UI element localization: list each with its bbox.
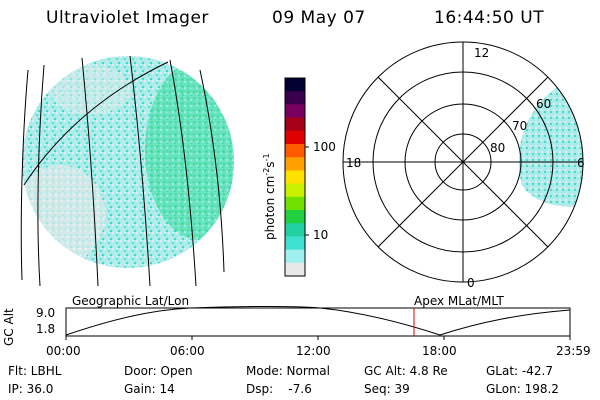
mlt-label-0: 0 <box>467 276 475 290</box>
ip-info: IP: 36.0 <box>8 382 54 396</box>
gain-info: Gain: 14 <box>124 382 175 396</box>
instrument-title: Ultraviolet Imager <box>46 8 209 28</box>
colorbar-segment <box>285 196 305 211</box>
x-tick-1800: 18:00 <box>422 344 457 358</box>
y-tick-9: 9.0 <box>36 306 56 320</box>
colorbar-segment <box>285 157 305 171</box>
date-label: 09 May 07 <box>272 8 366 28</box>
y-tick-1-8: 1.8 <box>36 322 56 336</box>
x-tick-2359: 23:59 <box>556 344 591 358</box>
time-label: 16:44:50 UT <box>434 8 545 28</box>
mlt-label-6: 6 <box>577 156 585 170</box>
colorbar-segment <box>285 144 305 158</box>
timeline-left-label: Geographic Lat/Lon <box>72 294 190 308</box>
colorbar-segment <box>285 104 305 119</box>
colorbar-segment <box>285 130 305 145</box>
colorbar-segment <box>285 91 305 105</box>
colorbar-segment <box>285 223 305 237</box>
colorbar-segment <box>285 183 305 198</box>
x-tick-0600: 06:00 <box>170 344 205 358</box>
colorbar-segment <box>285 249 305 264</box>
lat-label-60: 60 <box>536 97 552 111</box>
colorbar-segment <box>285 78 305 92</box>
x-tick-1200: 12:00 <box>296 344 331 358</box>
dsp-info: Dsp: -7.6 <box>246 382 312 396</box>
colorbar-tick-10: 10 <box>313 228 329 242</box>
seq-info: Seq: 39 <box>364 382 410 396</box>
lat-label-80: 80 <box>490 141 506 155</box>
x-tick-0000: 00:00 <box>46 344 81 358</box>
colorbar-segment <box>285 117 305 132</box>
colorbar-segment <box>285 262 305 277</box>
colorbar-segment <box>285 236 305 251</box>
glon-info: GLon: 198.2 <box>486 382 559 396</box>
filter-info: Flt: LBHL <box>8 364 62 378</box>
mlt-label-18: 18 <box>346 156 362 170</box>
glat-info: GLat: -42.7 <box>486 364 553 378</box>
mlt-label-12: 12 <box>474 46 490 60</box>
mode-info: Mode: Normal <box>246 364 330 378</box>
colorbar-segment <box>285 170 305 185</box>
colorbar-segment <box>285 210 305 224</box>
timeline-right-label: Apex MLat/MLT <box>414 294 504 308</box>
gc-alt-info: GC Alt: 4.8 Re <box>364 364 448 378</box>
colorbar-tick-100: 100 <box>313 140 336 154</box>
lat-label-70: 70 <box>512 119 528 133</box>
door-info: Door: Open <box>124 364 193 378</box>
